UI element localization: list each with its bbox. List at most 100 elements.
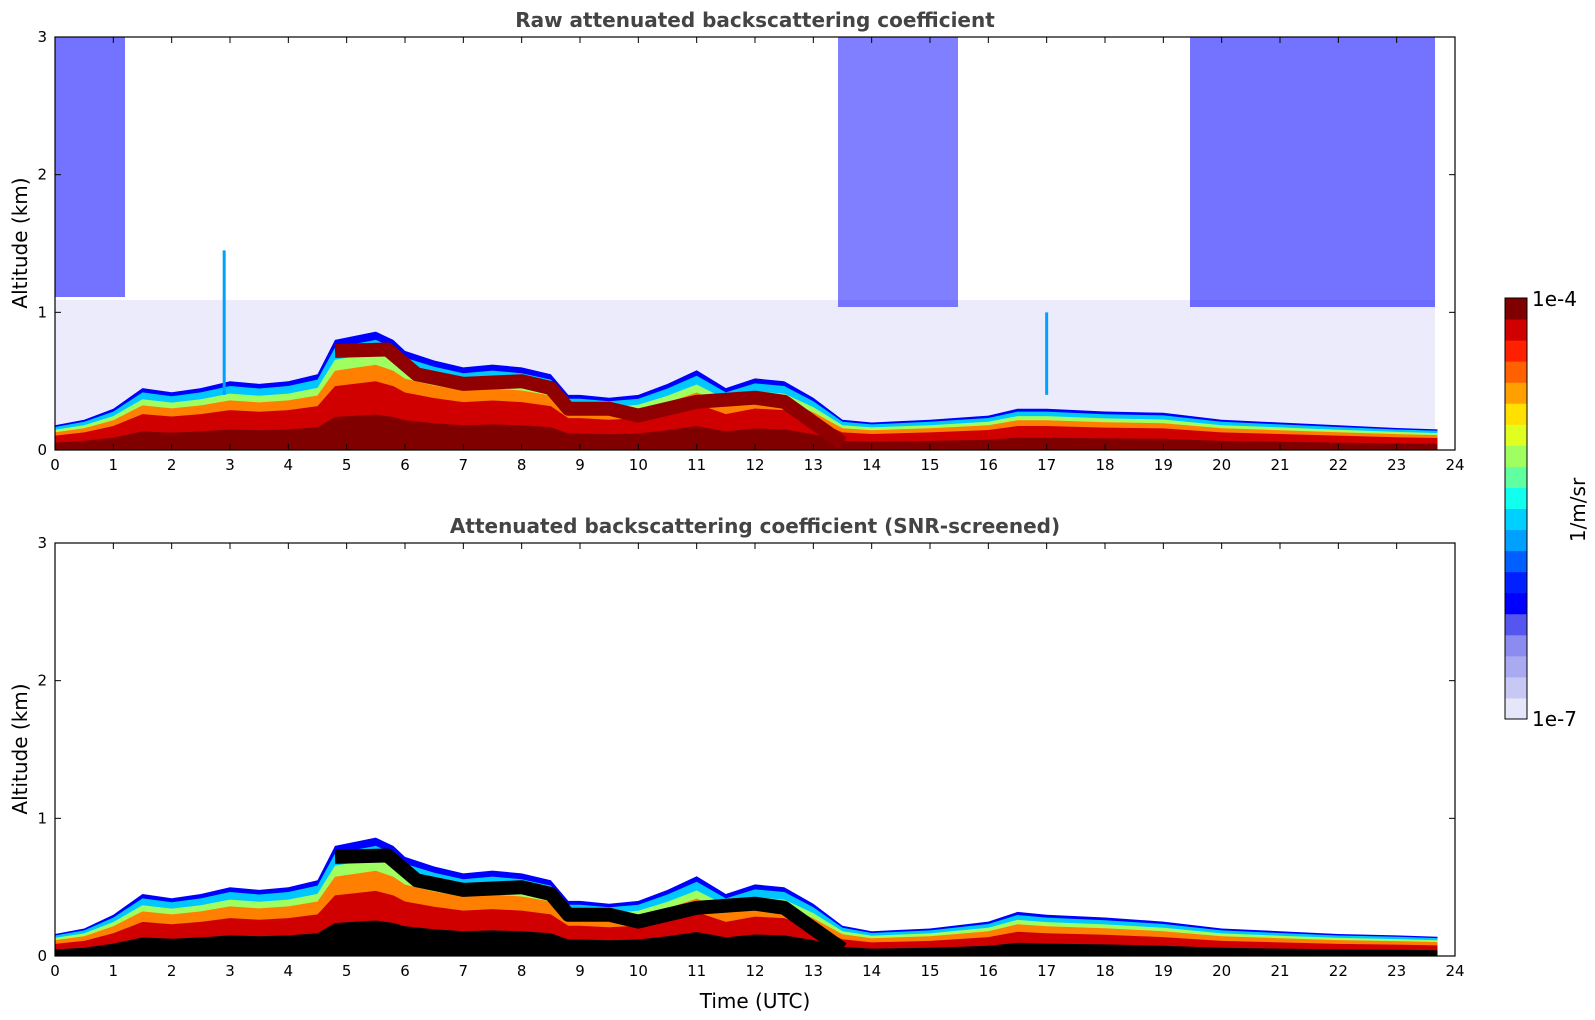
panel2-title: Attenuated backscattering coefficient (S… <box>450 514 1060 538</box>
panel1-x-axis: 0 1 2 3 4 5 6 7 8 9 10 11 12 13 14 15 16 17 18 19 20 21 22 23 24 <box>50 37 1465 474</box>
p2-xtick-label-15: 15 <box>920 962 939 980</box>
p2-xtick-label-1: 1 <box>109 962 119 980</box>
p1-xtick-label-21: 21 <box>1270 456 1289 474</box>
p1-ytick-label-2: 2 <box>37 166 47 184</box>
p1-xtick-label-19: 19 <box>1154 456 1173 474</box>
p1-xtick-label-1: 1 <box>109 456 119 474</box>
p2-xtick-label-2: 2 <box>167 962 177 980</box>
p1-xtick-label-3: 3 <box>225 456 235 474</box>
panel1-noise-block-right <box>1190 37 1435 307</box>
p1-xtick-label-18: 18 <box>1095 456 1114 474</box>
colorbar-swatch-6 <box>1505 571 1527 594</box>
p1-xtick-label-8: 8 <box>517 456 527 474</box>
colorbar: 1e-4 1e-7 1/m/sr <box>1504 287 1590 731</box>
p1-ytick-label-3: 3 <box>37 28 47 46</box>
colorbar-swatch-12 <box>1505 445 1527 467</box>
p2-xtick-label-12: 12 <box>745 962 764 980</box>
p2-ytick-label-2: 2 <box>37 672 47 690</box>
p2-xtick-label-14: 14 <box>862 962 881 980</box>
p2-xtick-label-10: 10 <box>629 962 648 980</box>
p2-xtick-label-13: 13 <box>804 962 823 980</box>
panel1-y-axis: 0 1 2 3 <box>37 28 1455 459</box>
p1-xtick-label-9: 9 <box>575 456 585 474</box>
colorbar-swatch-4 <box>1505 613 1527 636</box>
panel2-x-axis: 0 1 2 3 4 5 6 7 8 9 10 11 12 13 14 15 16 17 18 19 20 21 22 23 24 <box>50 543 1465 980</box>
colorbar-swatch-11 <box>1505 466 1527 488</box>
panel1-noise-block-mid <box>838 37 958 307</box>
colorbar-swatch-3 <box>1505 634 1527 657</box>
snr-screened-panel: Attenuated backscattering coefficient (S… <box>8 514 1465 1013</box>
panel2-xlabel: Time (UTC) <box>699 989 811 1013</box>
p2-xtick-label-16: 16 <box>979 962 998 980</box>
p1-xtick-label-0: 0 <box>50 456 60 474</box>
p2-xtick-label-6: 6 <box>400 962 410 980</box>
p2-ytick-label-1: 1 <box>37 809 47 827</box>
p2-xtick-label-24: 24 <box>1445 962 1464 980</box>
panel1-noise-block-left <box>55 37 125 297</box>
p1-xtick-label-23: 23 <box>1387 456 1406 474</box>
p1-xtick-label-22: 22 <box>1329 456 1348 474</box>
raw-backscatter-panel: Raw attenuated backscattering coefficien… <box>8 8 1465 474</box>
panel1-title: Raw attenuated backscattering coefficien… <box>515 8 995 32</box>
colorbar-swatch-18 <box>1505 319 1527 341</box>
colorbar-swatch-2 <box>1505 655 1527 678</box>
p2-xtick-label-11: 11 <box>687 962 706 980</box>
p2-xtick-label-20: 20 <box>1212 962 1231 980</box>
p2-xtick-label-7: 7 <box>459 962 469 980</box>
colorbar-swatches <box>1505 298 1527 720</box>
p1-xtick-label-13: 13 <box>804 456 823 474</box>
p1-xtick-label-2: 2 <box>167 456 177 474</box>
p1-xtick-label-11: 11 <box>687 456 706 474</box>
p2-xtick-label-19: 19 <box>1154 962 1173 980</box>
colorbar-swatch-1 <box>1505 676 1527 699</box>
p2-xtick-label-3: 3 <box>225 962 235 980</box>
colorbar-swatch-8 <box>1505 529 1527 552</box>
colorbar-swatch-14 <box>1505 403 1527 425</box>
p1-ytick-label-1: 1 <box>37 303 47 321</box>
p1-xtick-label-5: 5 <box>342 456 352 474</box>
p2-xtick-label-5: 5 <box>342 962 352 980</box>
p1-xtick-label-12: 12 <box>745 456 764 474</box>
p1-ytick-label-0: 0 <box>37 441 47 459</box>
p2-ytick-label-3: 3 <box>37 534 47 552</box>
colorbar-swatch-10 <box>1505 487 1527 509</box>
p2-xtick-label-9: 9 <box>575 962 585 980</box>
colorbar-frame <box>1504 297 1528 720</box>
p1-band-5 <box>55 414 1438 450</box>
colorbar-max-label: 1e-4 <box>1532 287 1577 311</box>
colorbar-swatch-19 <box>1505 298 1527 320</box>
p2-xtick-label-21: 21 <box>1270 962 1289 980</box>
p1-xtick-label-6: 6 <box>400 456 410 474</box>
panel1-elevated-layer <box>334 342 847 449</box>
p1-xtick-label-14: 14 <box>862 456 881 474</box>
p1-xtick-label-16: 16 <box>979 456 998 474</box>
p1-xtick-label-4: 4 <box>284 456 294 474</box>
colorbar-unit-label: 1/m/sr <box>1566 477 1590 542</box>
p2-xtick-label-8: 8 <box>517 962 527 980</box>
p2-xtick-label-0: 0 <box>50 962 60 980</box>
p1-xtick-label-7: 7 <box>459 456 469 474</box>
panel2-ylabel: Altitude (km) <box>8 683 32 814</box>
panel1-ylabel: Altitude (km) <box>8 177 32 308</box>
colorbar-swatch-0 <box>1505 697 1527 720</box>
p2-xtick-label-22: 22 <box>1329 962 1348 980</box>
colorbar-swatch-15 <box>1505 382 1527 404</box>
colorbar-min-label: 1e-7 <box>1532 707 1577 731</box>
panel2-y-axis: 0 1 2 3 <box>37 534 1455 965</box>
panel1-boundary-layer <box>55 250 1438 450</box>
colorbar-swatch-7 <box>1505 550 1527 573</box>
panel2-boundary-layer <box>55 837 1438 956</box>
p2-ytick-label-0: 0 <box>37 947 47 965</box>
p1-xtick-label-24: 24 <box>1445 456 1464 474</box>
p2-xtick-label-18: 18 <box>1095 962 1114 980</box>
colorbar-swatch-16 <box>1505 361 1527 383</box>
colorbar-swatch-9 <box>1505 508 1527 531</box>
p1-xtick-label-10: 10 <box>629 456 648 474</box>
p1-xtick-label-20: 20 <box>1212 456 1231 474</box>
p2-xtick-label-23: 23 <box>1387 962 1406 980</box>
colorbar-swatch-17 <box>1505 340 1527 362</box>
p1-xtick-label-17: 17 <box>1037 456 1056 474</box>
colorbar-swatch-5 <box>1505 592 1527 615</box>
p2-xtick-label-17: 17 <box>1037 962 1056 980</box>
